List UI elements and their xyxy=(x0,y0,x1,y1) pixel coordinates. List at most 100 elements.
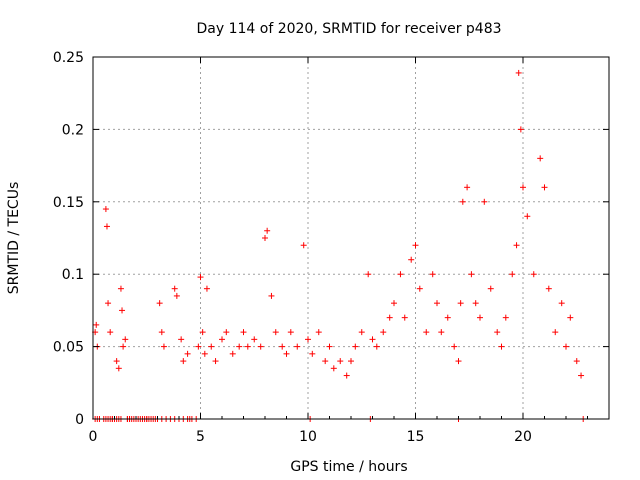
data-point xyxy=(195,343,202,350)
tick-labels: 0 5 10 15 20 0 0.05 0.1 0.15 0.2 0.25 xyxy=(53,50,532,445)
data-point xyxy=(502,314,509,321)
data-point xyxy=(322,358,329,365)
data-point xyxy=(408,256,415,263)
data-point xyxy=(498,343,505,350)
data-point xyxy=(434,300,440,307)
data-point xyxy=(272,329,279,336)
data-point xyxy=(264,227,271,234)
y-tick-label: 0 xyxy=(75,412,84,428)
data-point xyxy=(530,271,537,278)
data-point xyxy=(305,336,311,343)
data-point xyxy=(487,285,494,292)
data-point xyxy=(545,285,552,292)
data-point xyxy=(103,223,110,230)
data-point xyxy=(380,329,387,336)
data-point xyxy=(552,329,559,336)
data-point xyxy=(477,314,483,321)
data-point xyxy=(352,343,359,350)
data-point xyxy=(459,198,466,205)
data-point xyxy=(369,336,376,343)
data-point xyxy=(262,235,268,241)
data-point xyxy=(309,350,316,357)
y-tick-label: 0.2 xyxy=(62,122,84,138)
data-point xyxy=(208,343,215,350)
data-point xyxy=(429,271,436,278)
data-point xyxy=(115,365,122,372)
y-tick-label: 0.1 xyxy=(62,267,84,283)
axis-ticks xyxy=(92,56,610,420)
data-point xyxy=(423,329,430,336)
data-point xyxy=(578,372,585,379)
data-point xyxy=(244,343,251,350)
x-tick-label: 15 xyxy=(407,429,425,445)
data-point xyxy=(457,300,464,307)
data-point xyxy=(358,329,365,336)
x-axis-label: GPS time / hours xyxy=(290,459,407,475)
data-point xyxy=(373,343,380,350)
data-point xyxy=(160,343,167,350)
data-point xyxy=(444,314,451,321)
data-point xyxy=(93,321,100,328)
y-axis-label: SRMTID / TECUs xyxy=(6,182,22,295)
y-tick-label: 0.25 xyxy=(53,50,84,66)
data-point xyxy=(236,343,243,350)
data-point xyxy=(494,329,501,336)
data-point xyxy=(120,343,127,350)
data-point xyxy=(391,300,397,307)
y-tick-label: 0.05 xyxy=(53,340,84,356)
data-point xyxy=(251,336,258,343)
data-point xyxy=(438,329,445,336)
data-point xyxy=(184,350,191,357)
data-point xyxy=(468,271,475,278)
x-tick-label: 20 xyxy=(514,429,532,445)
data-point xyxy=(257,343,264,350)
data-point xyxy=(524,213,531,220)
data-point xyxy=(513,242,520,249)
chart-title: Day 114 of 2020, SRMTID for receiver p48… xyxy=(196,21,501,37)
data-point xyxy=(287,329,294,336)
data-point xyxy=(219,336,225,343)
data-point xyxy=(300,242,307,249)
data-point xyxy=(464,184,471,191)
data-point xyxy=(178,336,185,343)
data-point xyxy=(455,358,462,365)
data-point xyxy=(563,343,569,350)
data-point xyxy=(537,155,544,162)
data-point xyxy=(197,274,204,281)
data-point xyxy=(515,69,522,76)
data-point xyxy=(330,365,337,372)
data-point xyxy=(119,307,126,314)
data-point xyxy=(117,285,124,292)
data-point xyxy=(337,358,344,365)
data-point xyxy=(279,343,286,350)
data-point xyxy=(107,329,114,336)
data-point xyxy=(520,184,526,191)
data-point xyxy=(558,300,565,307)
data-point xyxy=(229,350,236,357)
data-point xyxy=(397,271,404,278)
data-point xyxy=(517,126,524,133)
data-point xyxy=(173,292,180,299)
x-tick-label: 10 xyxy=(299,429,317,445)
data-point xyxy=(283,350,290,357)
data-point xyxy=(401,314,408,321)
data-point xyxy=(240,329,247,336)
data-point xyxy=(567,314,574,321)
data-point xyxy=(122,336,129,343)
data-point xyxy=(412,242,419,249)
data-point xyxy=(201,350,208,357)
data-point xyxy=(199,329,206,336)
data-point xyxy=(315,329,322,336)
data-point xyxy=(156,300,163,307)
data-point xyxy=(573,358,580,365)
data-point xyxy=(294,343,301,350)
data-point xyxy=(365,271,372,278)
data-point xyxy=(326,343,333,350)
data-point xyxy=(268,292,275,299)
data-point xyxy=(203,285,210,292)
data-point xyxy=(451,343,458,350)
data-point xyxy=(171,285,178,292)
data-point xyxy=(472,300,479,307)
